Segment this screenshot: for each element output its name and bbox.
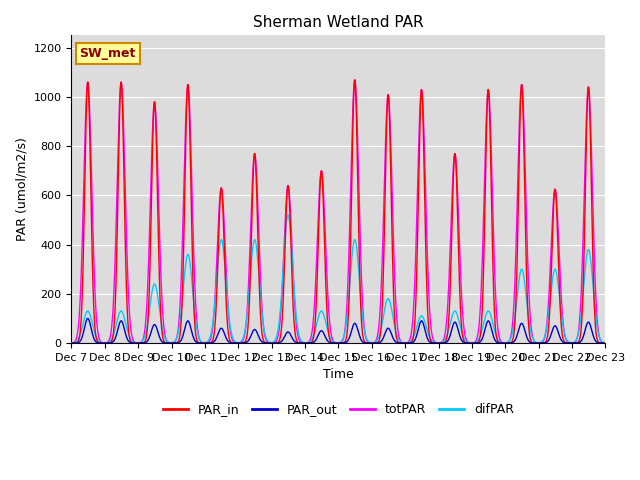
difPAR bbox=[315, 314, 323, 320]
PAR_in bbox=[68, 340, 76, 346]
difPAR bbox=[602, 340, 609, 346]
PAR_out bbox=[324, 339, 332, 345]
Title: Sherman Wetland PAR: Sherman Wetland PAR bbox=[253, 15, 424, 30]
totPAR bbox=[595, 331, 603, 337]
PAR_out bbox=[543, 339, 550, 345]
totPAR bbox=[314, 218, 322, 224]
PAR_in bbox=[543, 337, 550, 343]
difPAR bbox=[465, 340, 472, 346]
Line: PAR_in: PAR_in bbox=[72, 80, 605, 343]
difPAR bbox=[284, 212, 292, 218]
Legend: PAR_in, PAR_out, totPAR, difPAR: PAR_in, PAR_out, totPAR, difPAR bbox=[158, 398, 519, 421]
PAR_out bbox=[84, 315, 92, 321]
totPAR bbox=[324, 299, 332, 304]
PAR_in bbox=[351, 77, 359, 83]
X-axis label: Time: Time bbox=[323, 368, 354, 381]
difPAR bbox=[324, 330, 332, 336]
PAR_in bbox=[324, 326, 332, 332]
difPAR bbox=[543, 325, 550, 331]
totPAR bbox=[602, 340, 609, 346]
PAR_out bbox=[595, 340, 603, 346]
PAR_out bbox=[152, 322, 159, 328]
totPAR bbox=[151, 100, 159, 106]
Y-axis label: PAR (umol/m2/s): PAR (umol/m2/s) bbox=[15, 137, 28, 241]
totPAR bbox=[351, 77, 359, 83]
PAR_in bbox=[151, 101, 159, 107]
totPAR bbox=[543, 323, 550, 329]
PAR_out bbox=[68, 340, 76, 346]
difPAR bbox=[151, 281, 159, 287]
difPAR bbox=[595, 332, 603, 338]
PAR_out bbox=[602, 340, 609, 346]
totPAR bbox=[465, 339, 472, 345]
PAR_in bbox=[465, 340, 472, 346]
PAR_in bbox=[314, 247, 322, 252]
PAR_in bbox=[602, 340, 609, 346]
difPAR bbox=[68, 340, 76, 346]
PAR_out bbox=[465, 340, 472, 346]
totPAR bbox=[68, 340, 76, 346]
PAR_in bbox=[595, 339, 603, 345]
PAR_out bbox=[315, 332, 323, 337]
Text: SW_met: SW_met bbox=[79, 47, 136, 60]
Line: difPAR: difPAR bbox=[72, 215, 605, 343]
Line: totPAR: totPAR bbox=[72, 80, 605, 343]
Line: PAR_out: PAR_out bbox=[72, 318, 605, 343]
